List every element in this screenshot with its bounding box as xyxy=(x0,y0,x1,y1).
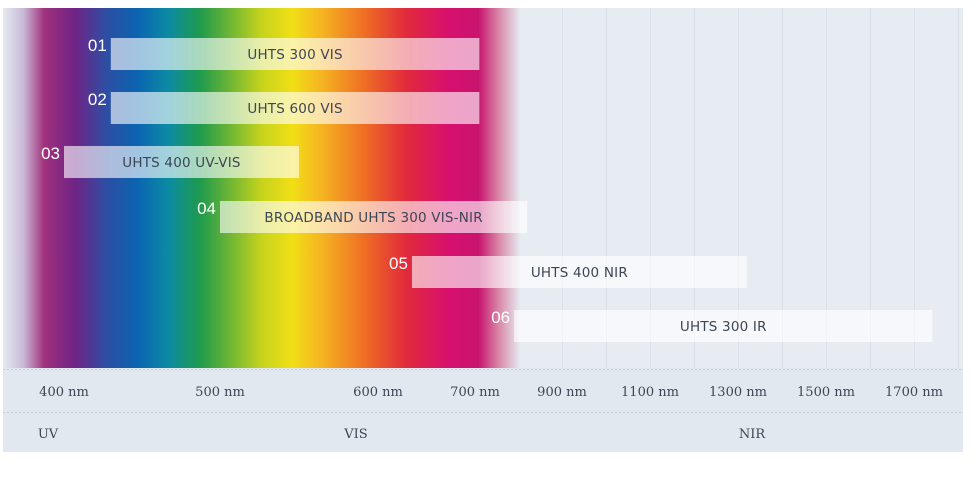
band-label: UHTS 300 VIS xyxy=(247,47,342,63)
x-tick-labels: 400 nm 500 nm 600 nm 700 nm 900 nm 1100 nm 130… xyxy=(39,385,943,400)
band-bar-rect xyxy=(64,146,299,178)
x-tick-label: 400 nm xyxy=(39,385,89,400)
band-number: 06 xyxy=(491,308,510,327)
band-label: UHTS 300 IR xyxy=(680,319,767,335)
band-bar-06: 06 UHTS 300 IR xyxy=(491,308,933,342)
x-tick-label: 600 nm xyxy=(353,385,403,400)
axis-band xyxy=(3,368,963,452)
x-tick-label: 900 nm xyxy=(537,385,587,400)
x-axis: 400 nm 500 nm 600 nm 700 nm 900 nm 1100 nm 130… xyxy=(3,368,963,452)
band-label: UHTS 600 VIS xyxy=(247,101,342,117)
region-labels: UV VIS NIR xyxy=(38,427,767,442)
x-tick-label: 1700 nm xyxy=(885,385,943,400)
region-label: UV xyxy=(38,427,59,442)
nir-gridlines xyxy=(518,8,959,368)
band-number: 02 xyxy=(88,90,107,109)
x-tick-label: 700 nm xyxy=(450,385,500,400)
x-tick-label: 1300 nm xyxy=(709,385,767,400)
band-bar-rect xyxy=(411,256,747,288)
region-label: VIS xyxy=(343,427,367,442)
band-label: UHTS 400 NIR xyxy=(531,265,628,281)
band-number: 03 xyxy=(41,144,60,163)
band-number: 05 xyxy=(389,254,408,273)
band-bar-04: 04 BROADBAND UHTS 300 VIS-NIR xyxy=(197,199,528,233)
band-bar-01: 01 UHTS 300 VIS xyxy=(88,36,480,70)
band-bar-rect xyxy=(110,38,480,70)
x-tick-label: 1100 nm xyxy=(621,385,679,400)
band-bars: 01 UHTS 300 VIS 02 UHTS 600 VIS 03 UHTS 400 U… xyxy=(41,36,933,342)
band-bar-rect xyxy=(220,201,528,233)
x-tick-label: 500 nm xyxy=(195,385,245,400)
band-bar-rect xyxy=(110,92,480,124)
region-label: NIR xyxy=(739,427,767,442)
x-tick-label: 1500 nm xyxy=(797,385,855,400)
band-bar-02: 02 UHTS 600 VIS xyxy=(88,90,480,124)
band-label: UHTS 400 UV-VIS xyxy=(122,155,240,171)
band-bar-rect xyxy=(514,310,933,342)
band-bar-05: 05 UHTS 400 NIR xyxy=(389,254,747,288)
band-number: 01 xyxy=(88,36,107,55)
nir-background xyxy=(500,8,963,368)
band-label: BROADBAND UHTS 300 VIS-NIR xyxy=(264,210,482,226)
band-number: 04 xyxy=(197,199,216,218)
band-bar-03: 03 UHTS 400 UV-VIS xyxy=(41,144,299,178)
